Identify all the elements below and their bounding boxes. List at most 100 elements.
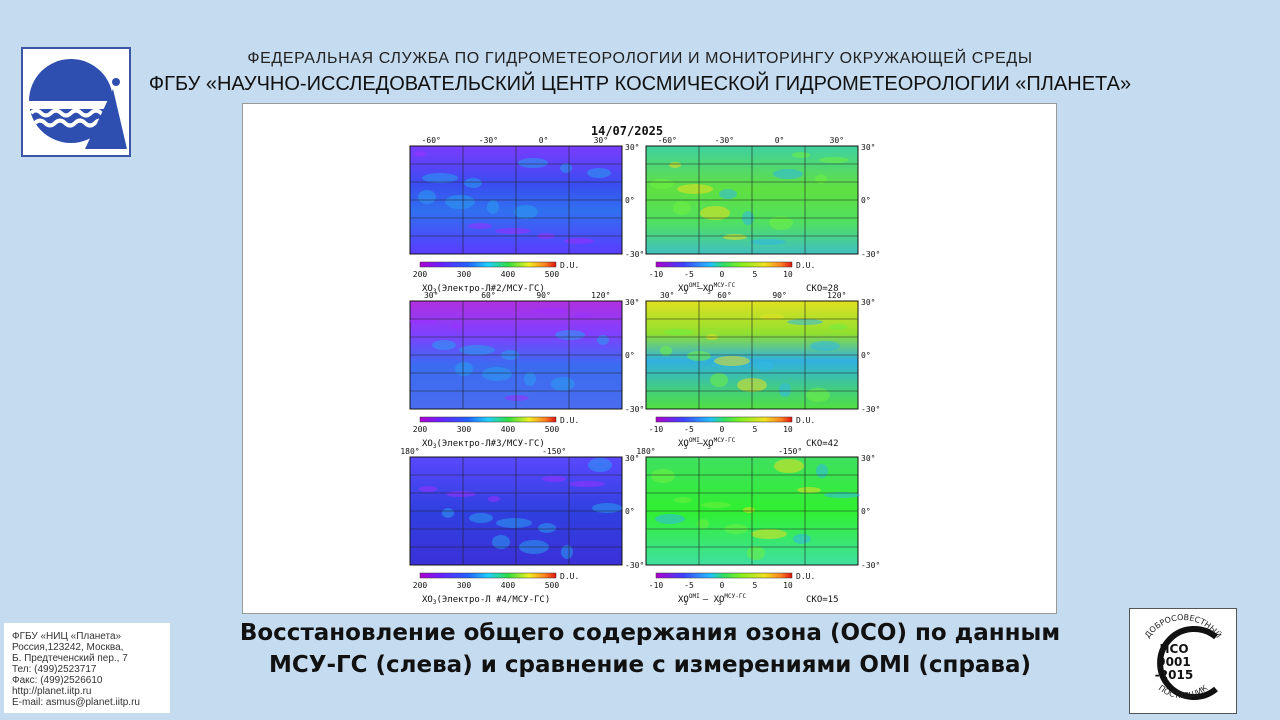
longitude-label: 60° bbox=[717, 291, 731, 300]
map-texture bbox=[760, 314, 784, 320]
iso-code-3: -2015 bbox=[1155, 668, 1193, 682]
longitude-label: -150° bbox=[542, 447, 566, 456]
difference-panel-label: XOOMI 3 –XOМСУ-ГС 3 bbox=[678, 437, 736, 451]
map-texture bbox=[446, 491, 476, 497]
map-texture bbox=[660, 346, 672, 356]
map-texture bbox=[792, 152, 810, 158]
map-texture bbox=[524, 372, 536, 386]
latitude-label: 0° bbox=[625, 507, 635, 516]
color-scale-bar bbox=[419, 261, 557, 268]
map-texture bbox=[815, 174, 827, 184]
map-texture bbox=[751, 529, 787, 539]
map-texture bbox=[432, 340, 456, 350]
unit-label: D.U. bbox=[560, 416, 579, 425]
scale-tick-label: 200 bbox=[413, 581, 428, 590]
scale-tick-label: 200 bbox=[413, 270, 428, 279]
map-texture bbox=[829, 324, 847, 330]
map-texture bbox=[769, 216, 793, 230]
map-texture bbox=[756, 361, 774, 371]
contact-line: Б. Предтеченский пер., 7 bbox=[12, 653, 128, 664]
latitude-label: 30° bbox=[861, 298, 875, 307]
map-texture bbox=[750, 239, 786, 245]
agency-name: ФЕДЕРАЛЬНАЯ СЛУЖБА ПО ГИДРОМЕТЕОРОЛОГИИ … bbox=[247, 50, 1033, 67]
map-texture bbox=[592, 503, 622, 513]
map-texture bbox=[719, 189, 737, 199]
iso-code-2: 9001 bbox=[1157, 655, 1190, 669]
map-texture bbox=[555, 330, 585, 340]
difference-panel-label: XOOMI 3 – XOМСУ-ГС 3 bbox=[678, 593, 746, 607]
map-texture bbox=[551, 377, 575, 391]
unit-label: D.U. bbox=[560, 572, 579, 581]
scale-tick-label: 400 bbox=[501, 581, 516, 590]
map-texture bbox=[697, 519, 709, 529]
rmse-label: СКО=42 bbox=[806, 439, 839, 449]
longitude-label: 0° bbox=[539, 136, 549, 145]
scale-tick-label: -10 bbox=[649, 581, 664, 590]
color-scale-bar bbox=[419, 572, 557, 579]
longitude-label: 90° bbox=[772, 291, 786, 300]
scale-tick-label: 400 bbox=[501, 270, 516, 279]
map-texture bbox=[518, 158, 548, 168]
longitude-label: 0° bbox=[775, 136, 785, 145]
map-texture bbox=[773, 169, 803, 179]
scale-tick-label: 300 bbox=[457, 270, 472, 279]
map-texture bbox=[819, 157, 849, 163]
map-texture bbox=[700, 206, 730, 220]
latitude-label: -30° bbox=[861, 250, 880, 259]
latitude-label: 0° bbox=[861, 507, 871, 516]
contact-line: Тел: (499)2523717 bbox=[12, 664, 97, 675]
latitude-label: 0° bbox=[625, 196, 635, 205]
msu-panel-label: XO3(Электро-Л #4/МСУ-ГС) bbox=[422, 595, 550, 606]
longitude-label: -60° bbox=[422, 136, 441, 145]
latitude-label: 30° bbox=[861, 143, 875, 152]
longitude-label: 180° bbox=[400, 447, 419, 456]
latitude-label: 0° bbox=[861, 196, 871, 205]
scale-tick-label: 0 bbox=[720, 425, 725, 434]
map-texture bbox=[574, 313, 592, 319]
scale-tick-label: 300 bbox=[457, 581, 472, 590]
color-scale-bar bbox=[655, 572, 793, 579]
color-scale-bar bbox=[655, 416, 793, 423]
caption-line-2: МСУ-ГС (слева) и сравнение с измерениями… bbox=[268, 652, 1032, 678]
map-texture bbox=[455, 362, 473, 376]
map-texture bbox=[492, 535, 510, 549]
ozone-maps-figure: 14/07/2025 -60° -30° 0° 30° 30° 0° -30° D.U. 200… bbox=[242, 103, 1057, 614]
map-texture bbox=[451, 323, 463, 329]
latitude-label: 30° bbox=[861, 454, 875, 463]
map-texture bbox=[532, 308, 568, 314]
map-texture bbox=[714, 356, 750, 366]
map-texture bbox=[564, 238, 594, 244]
map-texture bbox=[674, 497, 692, 503]
map-texture bbox=[587, 168, 611, 178]
scale-tick-label: -5 bbox=[684, 425, 694, 434]
scale-tick-label: -10 bbox=[649, 425, 664, 434]
figure-date: 14/07/2025 bbox=[591, 124, 663, 138]
contact-line: ФГБУ «НИЦ «Планета» bbox=[12, 631, 122, 642]
longitude-label: 30° bbox=[594, 136, 608, 145]
contact-line: Факс: (499)2526610 bbox=[12, 675, 103, 686]
map-texture bbox=[747, 546, 765, 560]
latitude-label: 30° bbox=[625, 143, 639, 152]
unit-label: D.U. bbox=[796, 572, 815, 581]
difference-panel-label: XOOMI 3 –XOМСУ-ГС 3 bbox=[678, 282, 736, 296]
contact-info: ФГБУ «НИЦ «Планета» Россия,123242, Москв… bbox=[4, 623, 170, 713]
organization-logo bbox=[21, 47, 131, 157]
map-texture bbox=[464, 178, 482, 188]
latitude-label: -30° bbox=[861, 561, 880, 570]
contact-website: http://planet.iitp.ru bbox=[12, 686, 92, 697]
map-texture bbox=[419, 486, 437, 492]
latitude-label: 0° bbox=[861, 351, 871, 360]
map-texture bbox=[495, 228, 531, 234]
map-texture bbox=[561, 545, 573, 559]
caption-line-1: Восстановление общего содержания озона (… bbox=[239, 620, 1061, 646]
map-texture bbox=[793, 534, 811, 544]
map-texture bbox=[651, 469, 675, 483]
map-texture bbox=[542, 476, 566, 482]
map-texture bbox=[468, 223, 492, 229]
map-texture bbox=[806, 388, 830, 402]
iso-badge-icon: ДОБРОСОВЕСТНЫЙ ИСО 9001 -2015 ПОСТАВЩИК bbox=[1143, 613, 1225, 700]
contact-email: E-mail: asmus@planet.iitp.ru bbox=[12, 697, 140, 708]
map-texture bbox=[442, 508, 454, 518]
map-texture bbox=[422, 173, 458, 183]
unit-label: D.U. bbox=[796, 261, 815, 270]
